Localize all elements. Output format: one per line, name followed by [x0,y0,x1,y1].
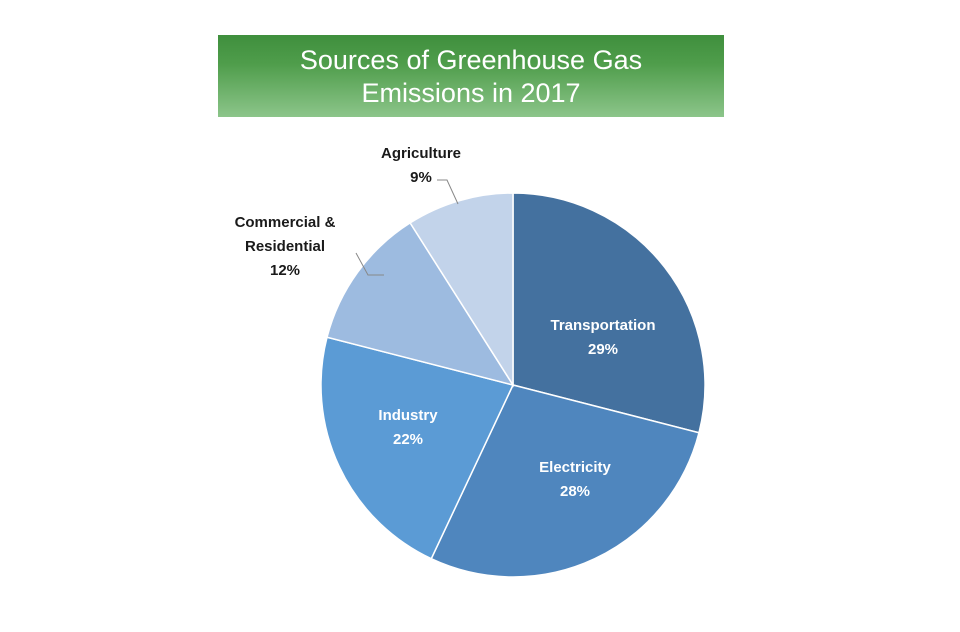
slice-value-transportation: 29% [588,341,618,358]
chart-title: Sources of Greenhouse Gas Emissions in 2… [218,35,724,117]
slice-label-agriculture: Agriculture 9% [381,145,461,186]
slice-value-agriculture: 9% [410,169,432,186]
pie-slice-industry [320,336,515,560]
slice-value-electricity: 28% [560,483,590,500]
slice-name-agriculture: Agriculture [381,145,461,162]
leader-line-commercial-residential [355,252,384,276]
pie-slice-commercial-residential [326,221,515,387]
pie-slice-agriculture [409,192,514,388]
pie-slice-transportation [512,192,706,434]
slice-name-commercial-residential: Commercial & [235,214,336,231]
slice-name-electricity: Electricity [539,459,611,476]
chart-title-line-2: Emissions in 2017 [361,78,581,108]
slice-value-industry: 22% [393,431,423,448]
slice-value-commercial-residential: 12% [270,262,300,279]
pie-slice-electricity [430,384,700,578]
slice-name-transportation: Transportation [550,317,655,334]
chart-title-line-1: Sources of Greenhouse Gas [299,45,643,75]
slice-label-electricity: Electricity 28% [539,459,611,500]
slice-label-industry: Industry 22% [378,407,438,448]
slice-label-transportation: Transportation 29% [550,317,655,358]
slice-name-commercial-residential: Residential [245,238,325,255]
leader-line-agriculture [437,179,459,205]
slice-label-commercial-residential: Commercial & Residential 12% [235,214,336,279]
slice-name-industry: Industry [378,407,438,424]
